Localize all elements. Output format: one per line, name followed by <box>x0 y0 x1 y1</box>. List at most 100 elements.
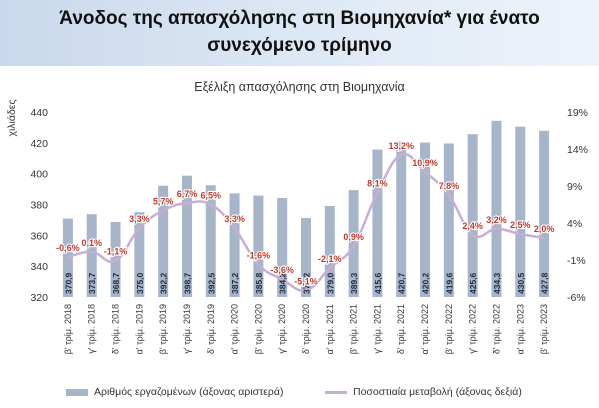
left-axis-tick: 420 <box>30 138 48 150</box>
category-label: δ' τρίμ. 2022 <box>491 304 501 354</box>
line-series <box>67 152 545 292</box>
bar-value-label: 368,7 <box>111 272 121 294</box>
chart-plot: 320 340 360 380 400 420 440 -6% -1% 4% 9% 14% 19% 3… <box>6 99 588 354</box>
left-axis: 320 340 360 380 400 420 440 <box>30 107 48 304</box>
bar-value-label: 385,8 <box>254 272 264 294</box>
category-label: α' τρίμ. 2019 <box>134 304 144 354</box>
category-label: δ' τρίμ. 2018 <box>111 304 121 354</box>
bar-value-label: 398,7 <box>182 272 192 294</box>
category-label: β' τρίμ. 2021 <box>349 304 359 354</box>
line-value-label: 8,1% <box>367 179 388 189</box>
category-label: β' τρίμ. 2023 <box>539 304 549 354</box>
chart-title: Εξέλιξη απασχόλησης στη Βιομηχανία <box>194 80 405 94</box>
bar <box>62 218 73 297</box>
bar-value-label: 389,3 <box>349 272 359 294</box>
bar <box>277 198 288 297</box>
line-value-label: 0,9% <box>343 232 364 242</box>
line-value-label: 3,3% <box>129 214 150 224</box>
bar <box>134 212 145 297</box>
bar-value-label: 392,2 <box>159 272 169 294</box>
bar-value-label: 420,2 <box>421 272 431 294</box>
line-value-label: 3,3% <box>224 214 245 224</box>
bar-value-label: 420,7 <box>397 272 407 294</box>
line-value-label: 3,2% <box>486 215 507 225</box>
right-axis-tick: -6% <box>567 292 586 304</box>
legend-swatch-bars <box>66 388 88 396</box>
line-value-label: -0,6% <box>56 243 80 253</box>
line-value-label: -1,6% <box>247 250 271 260</box>
bar <box>443 143 454 297</box>
bar-value-label: 434,3 <box>492 272 502 294</box>
y-axis-label: χιλιάδες <box>6 99 18 136</box>
category-label: γ' τρίμ. 2020 <box>277 304 287 354</box>
bar-value-label: 430,5 <box>516 272 526 294</box>
line-value-label: 2,5% <box>510 220 531 230</box>
legend-item-bars: Αριθμός εργαζομένων (άξονας αριστερά) <box>66 386 283 398</box>
line-value-label: 2,0% <box>534 224 555 234</box>
right-axis-tick: 9% <box>567 181 582 193</box>
category-label: α' τρίμ. 2021 <box>325 304 335 354</box>
category-label: γ' τρίμ. 2018 <box>87 304 97 354</box>
bar <box>181 175 192 297</box>
category-label: α' τρίμ. 2022 <box>420 304 430 354</box>
category-label: δ' τρίμ. 2020 <box>301 304 311 354</box>
bar-series <box>62 120 550 297</box>
category-label: β' τρίμ. 2020 <box>253 304 263 354</box>
line-value-label: 13,2% <box>388 141 414 151</box>
bar-value-label: 392,5 <box>206 272 216 294</box>
bar <box>396 141 407 297</box>
left-axis-tick: 440 <box>30 107 48 119</box>
category-label: β' τρίμ. 2018 <box>63 304 73 354</box>
left-axis-tick: 320 <box>30 292 48 304</box>
bar-value-label: 379,0 <box>325 272 335 294</box>
bar <box>205 185 216 297</box>
chart-legend: Αριθμός εργαζομένων (άξονας αριστερά) Πο… <box>0 386 599 402</box>
title-banner: Άνοδος της απασχόλησης στη Βιομηχανία* γ… <box>0 0 599 66</box>
bar <box>229 193 240 297</box>
page-title-line-2: συνεχόμενο τρίμηνο <box>207 35 392 56</box>
bar-value-label: 427,8 <box>540 272 550 294</box>
bar <box>420 142 431 297</box>
right-axis-tick: -1% <box>567 255 586 267</box>
line-value-label: 6,5% <box>201 191 222 201</box>
left-axis-tick: 360 <box>30 230 48 242</box>
bar-value-label: 419,6 <box>444 272 454 294</box>
left-axis-tick: 380 <box>30 200 48 212</box>
bar <box>301 218 311 297</box>
bar <box>158 185 169 297</box>
category-label: δ' τρίμ. 2021 <box>396 304 406 354</box>
bar <box>539 130 550 297</box>
bar-value-label: 425,6 <box>468 272 478 294</box>
line-value-label: -1,1% <box>104 247 128 257</box>
right-axis-tick: 4% <box>567 218 582 230</box>
legend-swatch-line <box>325 390 347 394</box>
bar-value-label: 370,9 <box>63 272 73 294</box>
line-value-label: 2,4% <box>462 221 483 231</box>
bar <box>372 149 383 297</box>
category-label: γ' τρίμ. 2022 <box>468 304 478 354</box>
bar-value-label: 415,6 <box>373 272 383 294</box>
category-label: α' τρίμ. 2023 <box>515 304 525 354</box>
line-value-label: -5,1% <box>294 276 318 286</box>
bar-data-labels: 370,9 373,7 368,7 375,0 392,2 398,7 392,5 387,2… <box>63 272 549 294</box>
category-label: β' τρίμ. 2022 <box>444 304 454 354</box>
line-value-label: 5,7% <box>153 196 174 206</box>
legend-item-line: Ποσοστιαία μεταβολή (άξονας δεξιά) <box>325 386 522 398</box>
bar <box>86 214 97 297</box>
bar <box>515 126 526 297</box>
category-labels: β' τρίμ. 2018 γ' τρίμ. 2018 δ' τρίμ. 2018 α… <box>63 304 549 354</box>
category-label: γ' τρίμ. 2019 <box>182 304 192 354</box>
bar-value-label: 387,2 <box>230 272 240 294</box>
bar-value-label: 375,0 <box>135 272 145 294</box>
bar-value-label: 384,2 <box>278 272 288 294</box>
bar <box>467 134 478 297</box>
bar-value-label: 373,7 <box>87 272 97 294</box>
category-label: α' τρίμ. 2020 <box>230 304 240 354</box>
right-axis-tick: 19% <box>567 107 588 119</box>
page-title-line-1: Άνοδος της απασχόλησης στη Βιομηχανία* γ… <box>59 8 540 29</box>
line-value-label: -2,1% <box>318 254 342 264</box>
line-value-label: 10,9% <box>412 158 438 168</box>
category-label: β' τρίμ. 2019 <box>158 304 168 354</box>
bar <box>324 206 335 297</box>
line-value-label: -3,6% <box>270 265 294 275</box>
